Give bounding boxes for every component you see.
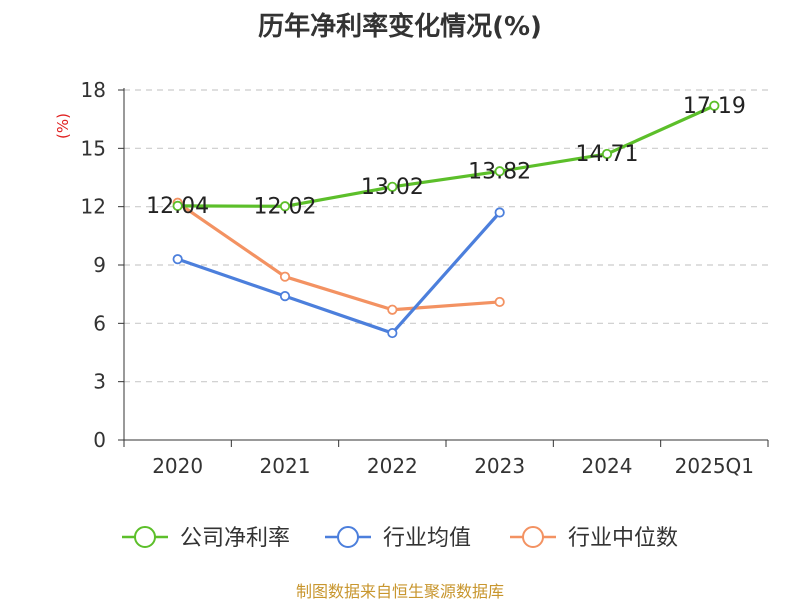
legend-marker <box>134 526 156 548</box>
data-label: 17.19 <box>683 94 746 119</box>
data-label: 13.02 <box>361 175 424 200</box>
legend-marker <box>522 526 544 548</box>
source-note: 制图数据来自恒生聚源数据库 <box>295 582 504 601</box>
data-point <box>387 304 398 315</box>
gridlines <box>124 89 768 383</box>
x-tick-label: 2023 <box>474 454 525 478</box>
data-labels: 12.04 12.02 13.02 13.82 14.71 17.19 <box>146 94 746 220</box>
data-point <box>601 148 613 160</box>
legend-label: 行业均值 <box>383 526 471 551</box>
legend-item: 公司净利率 <box>122 526 290 551</box>
axes: 0 3 6 9 12 15 18 2020 2021 2022 2023 2024 2025Q1 (%) <box>54 78 769 478</box>
data-label: 12.02 <box>254 194 317 219</box>
x-tick-label: 2021 <box>260 454 311 478</box>
x-tick-label: 2025Q1 <box>675 454 754 478</box>
x-tick-label: 2022 <box>367 454 418 478</box>
legend-item: 行业中位数 <box>510 526 678 551</box>
data-point <box>172 200 183 211</box>
data-label: 12.04 <box>146 194 209 219</box>
series-line-1 <box>176 210 502 335</box>
data-point <box>494 166 505 177</box>
series-line-2 <box>176 201 502 312</box>
y-axis-label: (%) <box>54 113 72 139</box>
y-tick-label: 18 <box>81 78 106 102</box>
data-point <box>494 207 505 218</box>
y-tick-label: 6 <box>93 311 106 335</box>
series-line-0 <box>176 104 716 208</box>
y-tick-label: 12 <box>81 195 106 219</box>
x-tick-label: 2024 <box>582 454 633 478</box>
data-label: 13.82 <box>468 159 531 184</box>
data-point <box>279 291 291 302</box>
data-point <box>172 254 183 265</box>
legend-label: 公司净利率 <box>180 526 290 551</box>
data-point <box>709 100 720 111</box>
data-point <box>494 296 505 308</box>
legend-item: 行业均值 <box>325 526 471 551</box>
data-point <box>279 271 291 282</box>
y-tick-label: 15 <box>81 136 106 160</box>
data-point <box>387 327 398 339</box>
legend: 公司净利率 行业均值 行业中位数 <box>122 526 678 551</box>
y-tick-label: 9 <box>93 253 106 277</box>
data-label: 14.71 <box>576 142 639 167</box>
chart-title: 历年净利率变化情况(%) <box>258 12 542 42</box>
x-tick-label: 2020 <box>152 454 203 478</box>
legend-label: 行业中位数 <box>568 526 678 551</box>
data-point <box>387 181 398 192</box>
series-lines <box>172 100 720 339</box>
y-tick-label: 0 <box>93 428 106 452</box>
data-point <box>279 201 291 212</box>
y-tick-label: 3 <box>93 370 106 394</box>
legend-marker <box>337 526 359 548</box>
